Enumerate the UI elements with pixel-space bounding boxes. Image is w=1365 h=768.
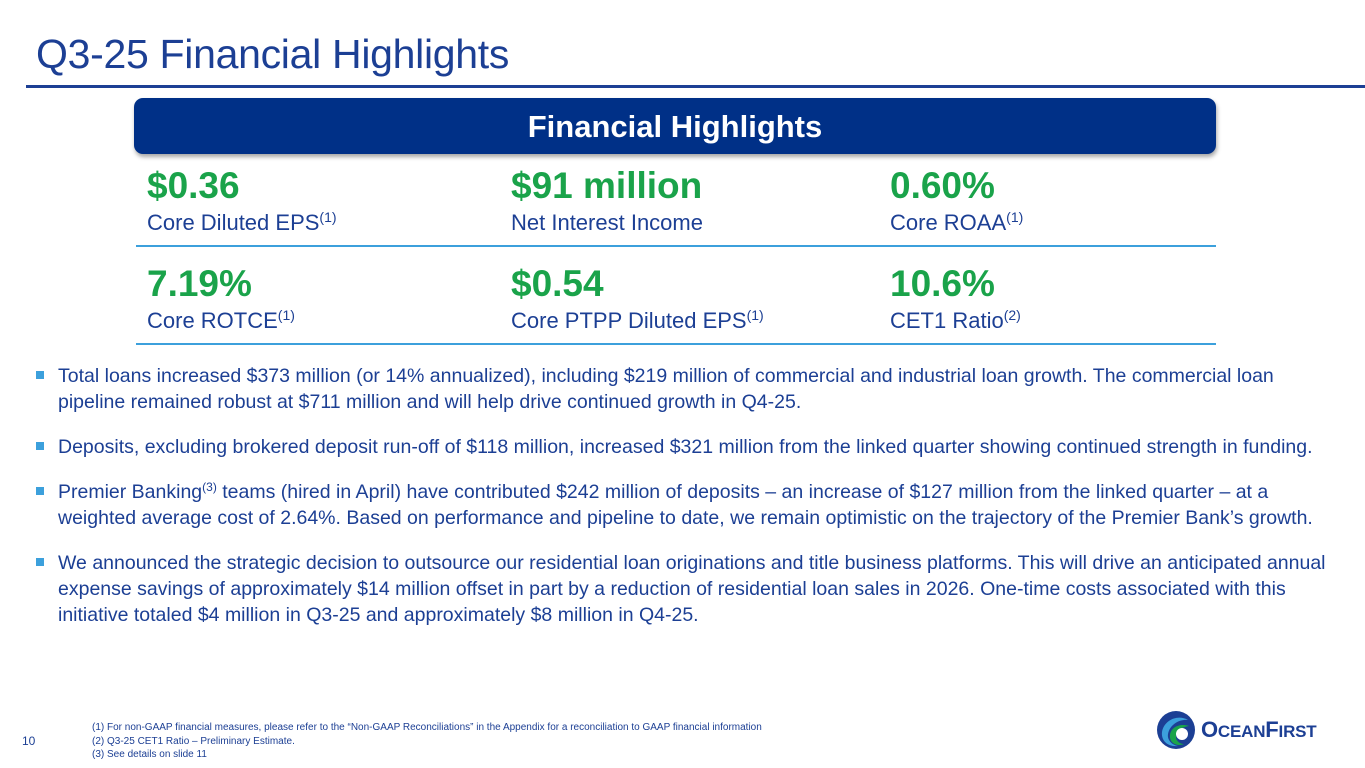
metric-value: $0.36 [147,165,240,206]
metric-label: Core ROTCE(1) [147,307,295,333]
list-item: Total loans increased $373 million (or 1… [36,363,1336,415]
metric-label: CET1 Ratio(2) [890,307,1021,333]
square-bullet-icon [36,442,44,450]
financial-highlights-banner: Financial Highlights [134,98,1216,154]
metric-core-rotce: 7.19% Core ROTCE(1) [147,265,295,332]
footnote-ref: (3) [202,480,217,494]
bullet-text: Total loans increased $373 million (or 1… [58,365,1274,413]
footnotes: (1) For non-GAAP financial measures, ple… [92,721,762,762]
footnote-2: (2) Q3-25 CET1 Ratio – Preliminary Estim… [92,735,295,747]
logo-wordmark: OCEANFIRST [1201,717,1317,742]
metric-label: Net Interest Income [511,210,703,235]
footnote-ref: (1) [1006,209,1024,225]
square-bullet-icon [36,371,44,379]
bullet-text: We announced the strategic decision to o… [58,552,1326,626]
bullet-text: Premier Banking(3) teams (hired in April… [58,480,1313,529]
footnote-3: (3) See details on slide 11 [92,749,207,760]
title-divider [26,85,1365,88]
metric-value: 7.19% [147,263,252,304]
footnote-ref: (1) [746,307,764,323]
metric-value: $91 million [511,165,703,206]
square-bullet-icon [36,558,44,566]
metric-label: Core PTPP Diluted EPS(1) [511,307,764,333]
oceanfirst-wave-icon [1157,711,1195,749]
square-bullet-icon [36,487,44,495]
footnote-1: (1) For non-GAAP financial measures, ple… [92,722,762,733]
metric-label: Core ROAA(1) [890,209,1024,235]
metric-value: $0.54 [511,263,604,304]
page-title: Q3-25 Financial Highlights [36,31,510,77]
highlights-bullet-list: Total loans increased $373 million (or 1… [36,363,1336,647]
banner-title: Financial Highlights [527,108,823,144]
metric-row-divider [136,343,1216,345]
footnote-ref: (2) [1003,307,1021,323]
list-item: Deposits, excluding brokered deposit run… [36,434,1336,460]
bullet-text: Deposits, excluding brokered deposit run… [58,436,1313,458]
oceanfirst-logo: OCEANFIRST [1156,710,1317,750]
metric-core-ptpp-diluted-eps: $0.54 Core PTPP Diluted EPS(1) [511,265,764,332]
footnote-ref: (1) [277,307,295,323]
footnote-ref: (1) [319,209,337,225]
list-item: Premier Banking(3) teams (hired in April… [36,479,1336,531]
metric-row-divider [136,245,1216,247]
metric-value: 10.6% [890,263,995,304]
page-number: 10 [22,734,36,748]
metric-core-diluted-eps: $0.36 Core Diluted EPS(1) [147,167,337,234]
metric-cet1-ratio: 10.6% CET1 Ratio(2) [890,265,1021,332]
metric-value: 0.60% [890,165,995,206]
metric-core-roaa: 0.60% Core ROAA(1) [890,167,1023,234]
metric-net-interest-income: $91 million Net Interest Income [511,167,703,234]
list-item: We announced the strategic decision to o… [36,550,1336,628]
metric-label: Core Diluted EPS(1) [147,209,337,235]
